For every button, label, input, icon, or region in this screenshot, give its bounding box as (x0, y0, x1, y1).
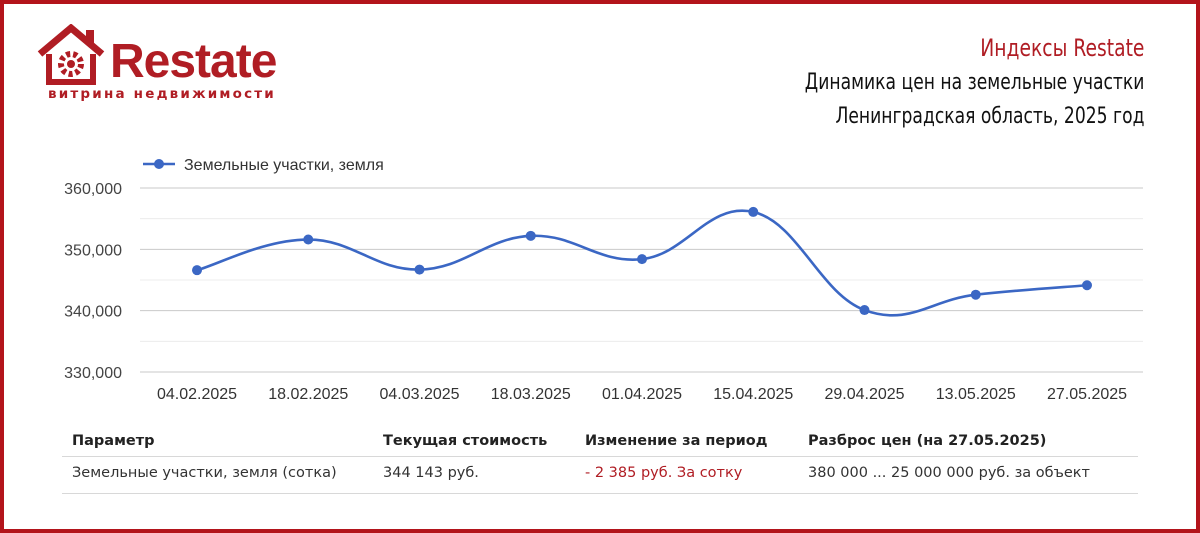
x-tick-label: 15.04.2025 (713, 386, 793, 403)
table-cell-change: - 2 385 руб. За сотку (585, 465, 743, 481)
x-tick-label: 04.02.2025 (157, 386, 237, 403)
table-header-row: Параметр Текущая стоимость Изменение за … (62, 430, 1138, 457)
data-point (748, 206, 759, 217)
report-title: Индексы Restate (979, 34, 1144, 62)
y-tick-label: 330,000 (64, 365, 122, 382)
data-point (525, 230, 536, 241)
x-tick-label: 18.02.2025 (268, 386, 348, 403)
report-subtitle-2: Ленинградская область, 2025 год (835, 104, 1144, 129)
x-tick-label: 01.04.2025 (602, 386, 682, 403)
table-cell: 380 000 ... 25 000 000 руб. за объект (808, 465, 1090, 481)
x-tick-label: 13.05.2025 (936, 386, 1016, 403)
house-gear-icon (37, 24, 105, 85)
y-tick-label: 350,000 (64, 242, 122, 259)
table-row: Земельные участки, земля (сотка) 344 143… (62, 457, 1138, 494)
table-cell: Земельные участки, земля (сотка) (72, 465, 337, 481)
price-summary-table: Параметр Текущая стоимость Изменение за … (62, 430, 1138, 494)
data-point (414, 264, 425, 275)
data-point (1082, 280, 1092, 291)
y-tick-label: 340,000 (64, 304, 122, 321)
brand-tagline: витрина недвижимости (48, 86, 276, 102)
x-tick-label: 27.05.2025 (1047, 386, 1127, 403)
table-cell: 344 143 руб. (383, 465, 479, 481)
report-subtitle-1: Динамика цен на земельные участки (804, 70, 1144, 95)
y-tick-label: 360,000 (64, 181, 122, 198)
table-header-cell: Параметр (72, 433, 155, 449)
data-point (970, 289, 981, 300)
brand-name: Restate (110, 35, 277, 88)
legend-marker (154, 159, 164, 169)
x-tick-label: 29.04.2025 (824, 386, 904, 403)
table-header-cell: Изменение за период (585, 433, 768, 449)
data-point (192, 265, 202, 276)
legend-label: Земельные участки, земля (184, 157, 384, 174)
data-point (859, 305, 870, 316)
report-titles: Индексы Restate Динамика цен на земельны… (709, 30, 1144, 134)
table-header-cell: Текущая стоимость (383, 433, 548, 449)
data-point (637, 254, 647, 265)
table-header-cell: Разброс цен (на 27.05.2025) (808, 433, 1047, 449)
x-tick-label: 18.03.2025 (491, 386, 571, 403)
data-point (303, 234, 314, 245)
x-tick-label: 04.03.2025 (379, 386, 459, 403)
brand-logo: Restate витрина недвижимости (36, 20, 306, 110)
